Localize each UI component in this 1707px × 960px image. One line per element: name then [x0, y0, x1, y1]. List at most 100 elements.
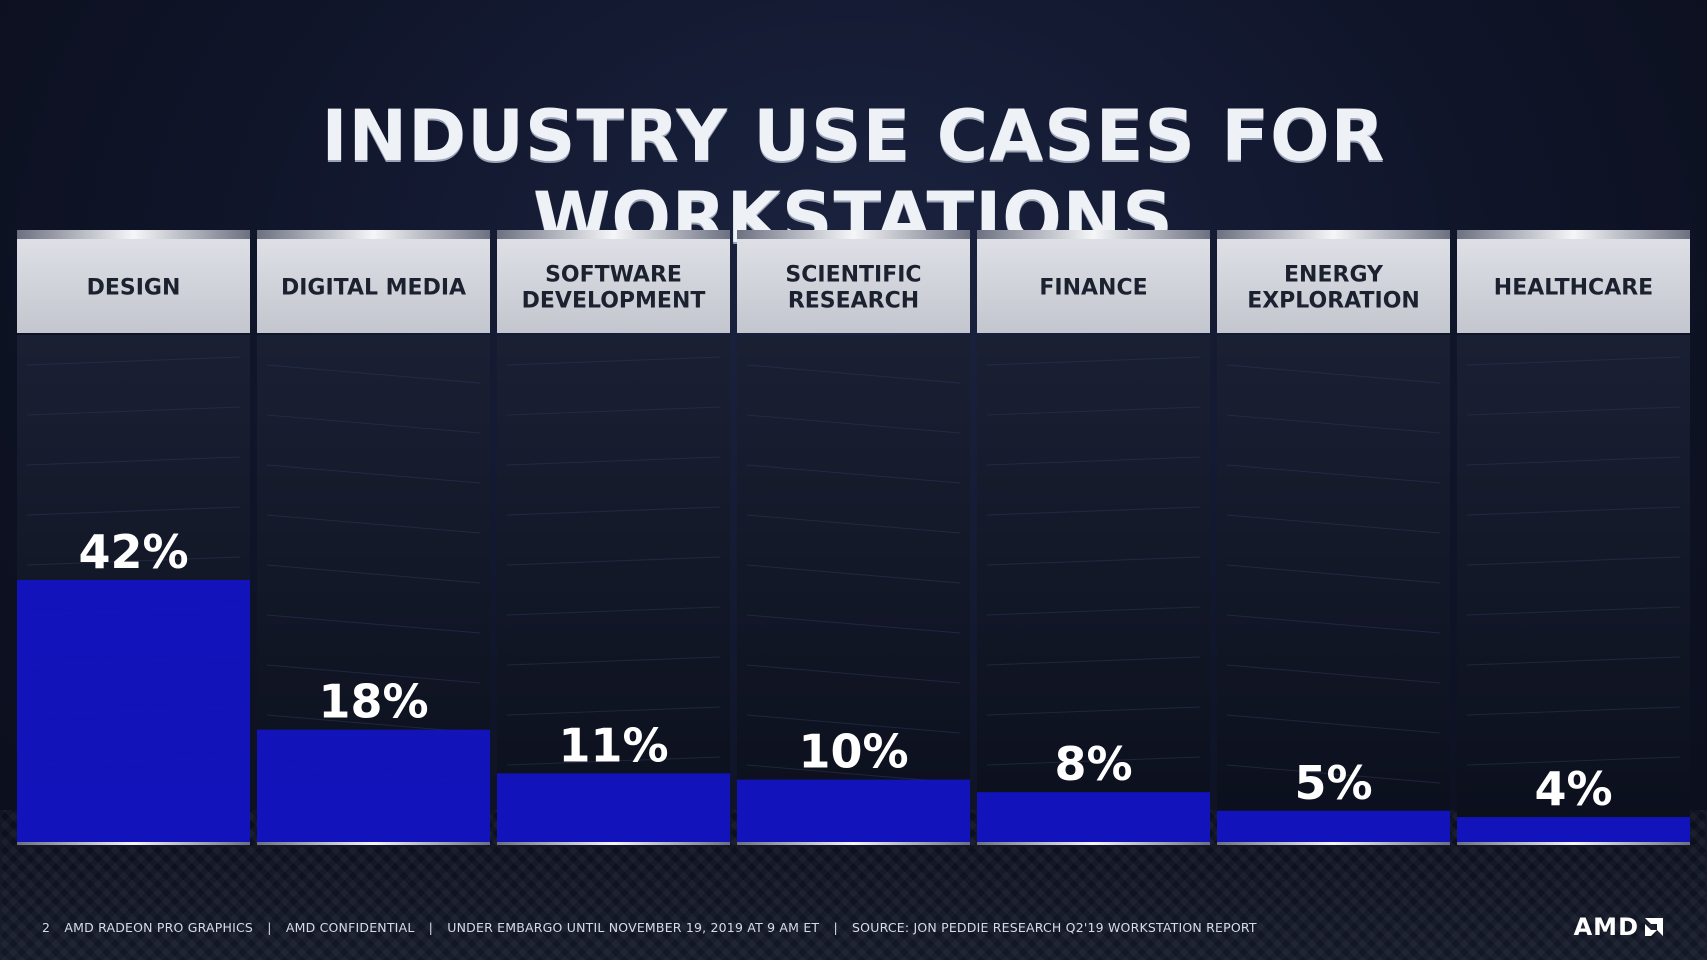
- design-texture-line: [26, 406, 241, 416]
- finance-texture-line: [986, 356, 1201, 366]
- health-texture-line: [1466, 456, 1681, 466]
- category-label: EXPLORATION: [1247, 289, 1420, 314]
- column-background: [737, 335, 970, 842]
- footer-separator: |: [428, 920, 434, 935]
- health-texture-line: [1466, 706, 1681, 716]
- media-texture-line: [266, 464, 481, 484]
- footer: 2 AMD RADEON PRO GRAPHICS | AMD CONFIDEN…: [42, 920, 1267, 935]
- category-header: [1457, 230, 1690, 333]
- finance-texture-line: [986, 406, 1201, 416]
- logo-text: AMD: [1573, 913, 1639, 941]
- bar-column: DESIGN 42%: [17, 230, 250, 845]
- energy-texture-line: [1226, 514, 1441, 534]
- value-label: 18%: [318, 675, 428, 729]
- category-header: [977, 230, 1210, 333]
- value-label: 10%: [798, 725, 908, 779]
- category-header: [257, 230, 490, 333]
- category-label: SCIENTIFIC: [785, 263, 921, 288]
- energy-texture-line: [1226, 414, 1441, 434]
- design-texture-line: [26, 556, 241, 566]
- energy-texture-line: [1226, 764, 1441, 784]
- bar: [1217, 810, 1450, 842]
- science-texture-line: [746, 514, 961, 534]
- science-texture-line: [746, 564, 961, 584]
- finance-texture-line: [986, 556, 1201, 566]
- health-texture-line: [1466, 406, 1681, 416]
- bar-base: [1457, 842, 1690, 845]
- column-background: [497, 335, 730, 842]
- finance-texture-line: [986, 456, 1201, 466]
- finance-texture-line: [986, 756, 1201, 766]
- science-texture-line: [746, 664, 961, 684]
- energy-texture-line: [1226, 464, 1441, 484]
- bar-column: HEALTHCARE 4%: [1457, 230, 1690, 845]
- science-texture-line: [746, 614, 961, 634]
- footer-item: SOURCE: JON PEDDIE RESEARCH Q2'19 WORKST…: [852, 920, 1257, 935]
- energy-texture-line: [1226, 614, 1441, 634]
- science-texture-line: [746, 414, 961, 434]
- health-texture-line: [1466, 356, 1681, 366]
- column-background: [977, 335, 1210, 842]
- media-texture-line: [266, 414, 481, 434]
- bar-column: DIGITAL MEDIA 18%: [257, 230, 490, 845]
- media-texture-line: [266, 364, 481, 384]
- footer-separator: |: [267, 920, 272, 935]
- science-texture-line: [746, 364, 961, 384]
- health-texture-line: [1466, 656, 1681, 666]
- code-texture-line: [506, 556, 721, 566]
- code-texture-line: [506, 356, 721, 366]
- footer-item: AMD RADEON PRO GRAPHICS: [64, 920, 254, 935]
- category-header: [17, 230, 250, 333]
- category-label: SOFTWARE: [545, 263, 682, 288]
- bar: [257, 729, 490, 842]
- energy-texture-line: [1226, 664, 1441, 684]
- media-texture-line: [266, 664, 481, 684]
- health-texture-line: [1466, 756, 1681, 766]
- footer-separator: |: [833, 920, 838, 935]
- bar-base: [497, 842, 730, 845]
- code-texture-line: [506, 456, 721, 466]
- value-label: 5%: [1294, 756, 1372, 810]
- category-label: RESEARCH: [788, 289, 919, 314]
- header-highlight: [17, 230, 250, 239]
- finance-texture-line: [986, 506, 1201, 516]
- bar-column: FINANCE 8%: [977, 230, 1210, 845]
- finance-texture-line: [986, 656, 1201, 666]
- value-label: 4%: [1534, 762, 1612, 816]
- category-header: [737, 230, 970, 333]
- finance-texture-line: [986, 606, 1201, 616]
- category-label: DESIGN: [87, 276, 181, 301]
- bar: [17, 580, 250, 842]
- design-texture-line: [26, 506, 241, 516]
- bar: [1457, 817, 1690, 842]
- value-label: 11%: [558, 718, 668, 772]
- header-highlight: [737, 230, 970, 239]
- media-texture-line: [266, 614, 481, 634]
- footer-item: AMD CONFIDENTIAL: [285, 920, 415, 935]
- finance-texture-line: [986, 706, 1201, 716]
- health-texture-line: [1466, 556, 1681, 566]
- design-texture-line: [26, 356, 241, 366]
- science-texture-line: [746, 714, 961, 734]
- code-texture-line: [506, 756, 721, 766]
- header-highlight: [1457, 230, 1690, 239]
- code-texture-line: [506, 606, 721, 616]
- category-label: DIGITAL MEDIA: [281, 276, 466, 301]
- media-texture-line: [266, 564, 481, 584]
- footer-item: UNDER EMBARGO UNTIL NOVEMBER 19, 2019 AT…: [447, 920, 820, 935]
- design-texture-line: [26, 456, 241, 466]
- bar: [497, 773, 730, 842]
- header-highlight: [977, 230, 1210, 239]
- column-background: [1457, 335, 1690, 842]
- value-label: 8%: [1054, 737, 1132, 791]
- bar-base: [257, 842, 490, 845]
- energy-texture-line: [1226, 364, 1441, 384]
- bar-base: [17, 842, 250, 845]
- code-texture-line: [506, 506, 721, 516]
- category-header: [497, 230, 730, 333]
- bar: [977, 792, 1210, 842]
- header-highlight: [1217, 230, 1450, 239]
